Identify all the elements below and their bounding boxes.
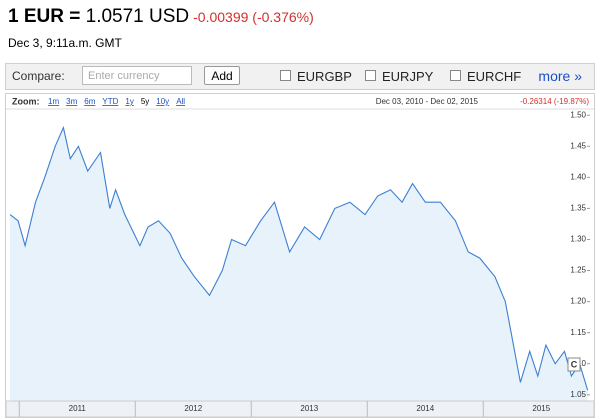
reset-button[interactable] <box>567 357 581 372</box>
option-label[interactable]: EURJPY <box>382 69 434 84</box>
y-tick-label: 1.35 <box>570 204 586 213</box>
y-tick-label: 1.45 <box>570 141 586 150</box>
y-tick-label: 1.50 <box>570 110 586 119</box>
y-tick-label: 1.15 <box>570 328 586 337</box>
price: 1.0571 USD <box>85 6 190 27</box>
x-tick-label: 2014 <box>416 404 434 413</box>
checkbox[interactable] <box>280 70 291 81</box>
zoom-option[interactable]: All <box>176 97 185 106</box>
range-change: -0.26314 (-19.87%) <box>520 97 589 106</box>
compare-option[interactable]: EURCHF <box>450 69 521 84</box>
more-link[interactable]: more » <box>538 68 582 84</box>
price-change: -0.00399 (-0.376%) <box>193 9 314 25</box>
option-label[interactable]: EURCHF <box>467 69 522 84</box>
x-axis-band <box>6 400 594 417</box>
checkbox[interactable] <box>365 70 376 81</box>
x-tick-label: 2011 <box>69 404 87 413</box>
zoom-option[interactable]: 1y <box>125 97 133 106</box>
reset-label[interactable]: C <box>571 359 578 369</box>
x-tick-label: 2015 <box>532 404 550 413</box>
zoom-option: 5y <box>141 97 149 106</box>
compare-option[interactable]: EURJPY <box>365 69 433 84</box>
checkbox[interactable] <box>450 70 461 81</box>
y-tick-label: 1.05 <box>570 390 586 399</box>
y-tick-label: 1.40 <box>570 172 586 181</box>
y-tick-label: 1.20 <box>570 297 586 306</box>
zoom-option[interactable]: YTD <box>102 97 118 106</box>
currency-input[interactable]: Enter currency <box>82 66 192 85</box>
x-tick-label: 2013 <box>300 404 318 413</box>
x-tick-label: 2012 <box>184 404 202 413</box>
quote-header: 1 EUR = 1.0571 USD -0.00399 (-0.376%) <box>8 6 314 28</box>
compare-option[interactable]: EURGBP <box>280 69 352 84</box>
price-line <box>9 125 589 391</box>
option-label[interactable]: EURGBP <box>297 69 352 84</box>
date-range: Dec 03, 2010 - Dec 02, 2015 <box>376 97 479 106</box>
compare-bar: Compare: Enter currency Add more » EURGB… <box>5 63 595 90</box>
zoom-option[interactable]: 10y <box>156 97 169 106</box>
pair: 1 EUR = <box>8 6 81 27</box>
y-tick-label: 1.30 <box>570 235 586 244</box>
y-tick-label: 1.25 <box>570 266 586 275</box>
zoom-label: Zoom: <box>12 96 40 106</box>
add-button[interactable]: Add <box>204 66 240 85</box>
timestamp: Dec 3, 9:11a.m. GMT <box>8 36 122 50</box>
zoom-option[interactable]: 3m <box>66 97 77 106</box>
zoom-option[interactable]: 6m <box>84 97 95 106</box>
chart: Zoom: Dec 03, 2010 - Dec 02, 2015 -0.263… <box>5 93 595 418</box>
area <box>10 127 588 401</box>
zoom-option[interactable]: 1m <box>48 97 59 106</box>
compare-label: Compare: <box>12 69 65 83</box>
